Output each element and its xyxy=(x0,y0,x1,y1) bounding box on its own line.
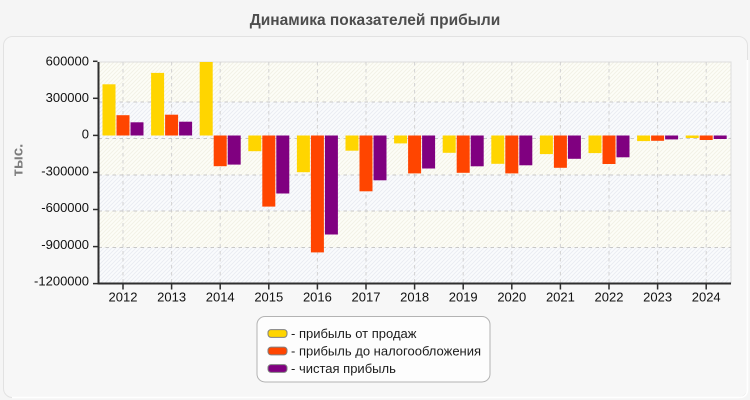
svg-text:2023: 2023 xyxy=(643,290,672,305)
svg-text:2013: 2013 xyxy=(157,290,186,305)
svg-text:-900000: -900000 xyxy=(41,237,89,252)
svg-text:- чистая прибыль: - чистая прибыль xyxy=(291,361,396,376)
svg-text:2017: 2017 xyxy=(352,290,381,305)
svg-text:тыс.: тыс. xyxy=(10,144,27,177)
svg-text:2021: 2021 xyxy=(546,290,575,305)
svg-text:2022: 2022 xyxy=(595,290,624,305)
svg-text:2016: 2016 xyxy=(303,290,332,305)
svg-text:2015: 2015 xyxy=(254,290,283,305)
svg-text:2012: 2012 xyxy=(109,290,138,305)
svg-text:2020: 2020 xyxy=(497,290,526,305)
svg-text:2018: 2018 xyxy=(400,290,429,305)
svg-text:2024: 2024 xyxy=(692,290,721,305)
svg-text:- прибыль от продаж: - прибыль от продаж xyxy=(291,326,417,341)
svg-text:- прибыль до налогообложения: - прибыль до налогообложения xyxy=(291,344,481,359)
svg-text:300000: 300000 xyxy=(46,90,89,105)
svg-text:Динамика показателей прибыли: Динамика показателей прибыли xyxy=(250,12,501,29)
svg-text:2019: 2019 xyxy=(449,290,478,305)
svg-text:600000: 600000 xyxy=(46,53,89,68)
svg-text:-300000: -300000 xyxy=(41,164,89,179)
svg-text:2014: 2014 xyxy=(206,290,235,305)
svg-text:0: 0 xyxy=(82,127,89,142)
svg-text:-1200000: -1200000 xyxy=(34,274,89,289)
svg-text:-600000: -600000 xyxy=(41,200,89,215)
